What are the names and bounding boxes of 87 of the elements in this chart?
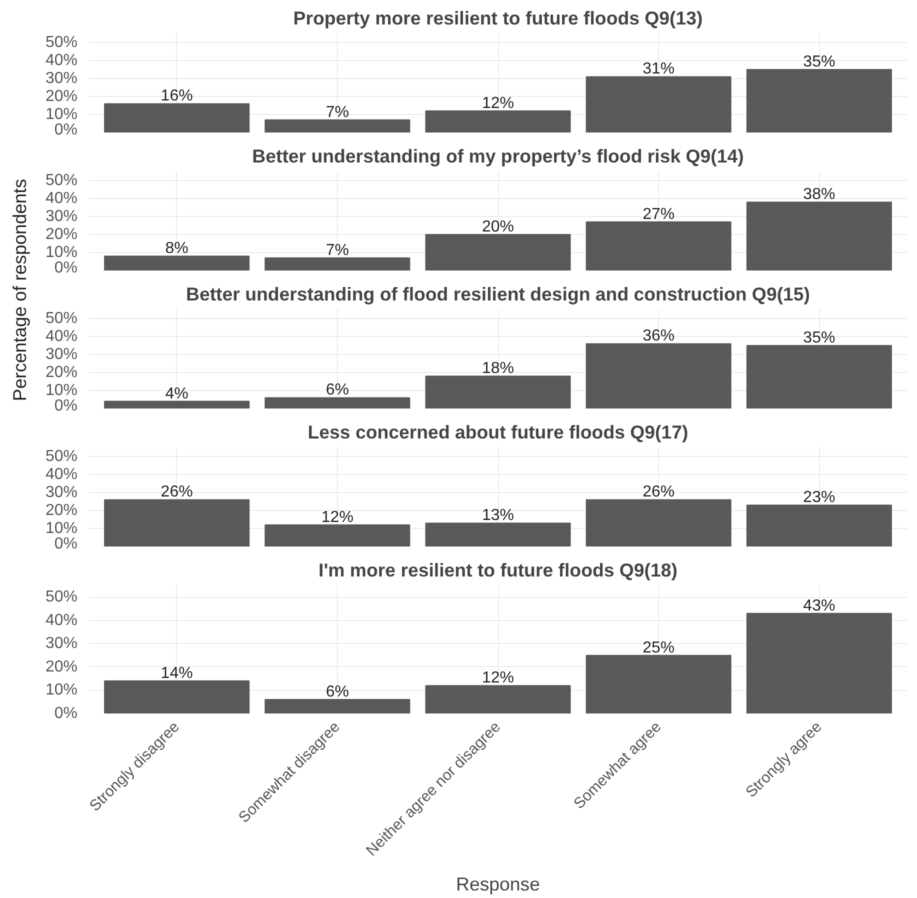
data-label: 18% [482, 360, 514, 378]
y-tick-label: 20% [45, 364, 78, 381]
y-tick-label: 0% [54, 122, 78, 138]
data-label: 12% [482, 94, 514, 112]
data-label: 26% [642, 484, 675, 501]
bar [104, 256, 250, 270]
data-label: 4% [165, 385, 188, 402]
y-tick-label: 30% [45, 484, 78, 501]
y-tick-label: 40% [45, 190, 78, 207]
bar [104, 103, 250, 132]
y-tick-label: 40% [45, 328, 78, 345]
data-label: 38% [803, 186, 836, 204]
bar [586, 343, 732, 408]
data-label: 26% [160, 484, 193, 501]
bar [746, 69, 892, 132]
data-label: 14% [160, 664, 193, 682]
data-label: 8% [165, 240, 188, 258]
y-tick-label: 10% [45, 106, 78, 123]
bar [264, 524, 410, 546]
chart-title: Better understanding of flood resilient design and construction Q9(15) [186, 284, 810, 304]
bar [425, 234, 571, 270]
y-tick-label: 0% [54, 398, 78, 414]
y-tick-label: 10% [45, 244, 78, 261]
data-label: 7% [326, 104, 349, 121]
y-tick-label: 0% [54, 260, 78, 276]
data-label: 31% [642, 60, 675, 78]
data-label: 6% [326, 684, 349, 701]
y-tick-label: 10% [45, 520, 78, 537]
data-label: 35% [803, 330, 836, 346]
data-label: 35% [803, 54, 836, 70]
y-tick-label: 20% [45, 88, 78, 105]
data-label: 20% [482, 218, 514, 236]
bar [586, 221, 732, 270]
bar [425, 685, 571, 714]
data-label: 25% [642, 639, 675, 656]
y-tick-label: 50% [45, 448, 78, 465]
bar [425, 522, 571, 546]
bar [746, 504, 892, 546]
y-tick-label: 50% [45, 172, 78, 189]
chart-title: Less concerned about future floods Q9(17) [308, 422, 688, 442]
y-tick-label: 50% [45, 588, 78, 606]
data-label: 16% [160, 88, 193, 105]
bar [264, 119, 410, 132]
y-tick-label: 40% [45, 612, 78, 629]
bar [264, 699, 410, 714]
bar [746, 345, 892, 408]
data-label: 12% [482, 670, 514, 687]
y-tick-label: 20% [45, 226, 78, 243]
y-tick-label: 10% [45, 382, 78, 399]
bar [425, 376, 571, 408]
data-label: 6% [326, 382, 349, 399]
bar [425, 110, 571, 132]
data-label: 7% [326, 242, 349, 259]
y-tick-label: 10% [45, 682, 78, 699]
x-axis-title: Response [456, 873, 540, 894]
data-label: 12% [321, 508, 354, 526]
y-tick-label: 50% [45, 34, 78, 51]
y-tick-label: 40% [45, 52, 78, 69]
y-tick-label: 30% [45, 70, 78, 87]
bar [104, 499, 250, 546]
bar [104, 400, 250, 408]
y-tick-label: 20% [45, 502, 78, 519]
chart-title: Better understanding of my property’s flood risk Q9(14) [252, 146, 744, 166]
bar [264, 397, 410, 408]
data-label: 36% [642, 328, 675, 345]
chart-title: Property more resilient to future floods Q9(13) [293, 8, 703, 28]
bar [746, 202, 892, 270]
y-tick-label: 50% [45, 310, 78, 327]
y-tick-label: 20% [45, 658, 78, 676]
bar [586, 76, 732, 132]
bar [586, 654, 732, 714]
y-tick-label: 40% [45, 466, 78, 483]
y-tick-label: 30% [45, 635, 78, 652]
data-label: 27% [642, 206, 675, 223]
y-tick-label: 30% [45, 208, 78, 225]
bar [264, 257, 410, 270]
bar [746, 612, 892, 714]
y-axis-title: Percentage of respondents [8, 178, 31, 404]
data-label: 23% [803, 489, 836, 506]
y-tick-label: 30% [45, 346, 78, 363]
y-tick-label: 0% [54, 536, 78, 552]
bar [104, 680, 250, 714]
data-label: 13% [482, 507, 514, 524]
data-label: 43% [803, 597, 836, 614]
chart-title: I'm more resilient to future floods Q9(18) [318, 560, 678, 580]
y-tick-label: 0% [54, 705, 78, 722]
bar [586, 499, 732, 546]
